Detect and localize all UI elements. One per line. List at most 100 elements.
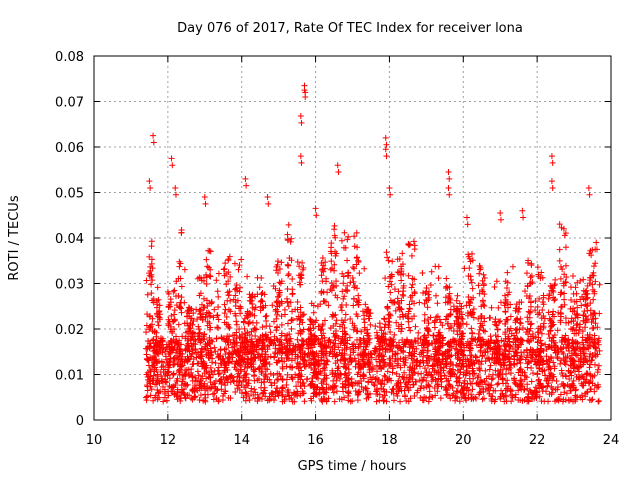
data-point: [354, 313, 361, 320]
data-point: [321, 265, 328, 272]
data-point: [284, 262, 291, 269]
data-point: [170, 361, 177, 368]
data-point: [242, 397, 249, 404]
data-point: [552, 296, 559, 303]
data-point: [574, 304, 581, 311]
data-point: [388, 338, 395, 345]
data-point: [536, 309, 543, 316]
data-point: [345, 375, 352, 382]
data-point: [282, 393, 289, 400]
data-point: [456, 310, 463, 317]
data-point: [345, 269, 352, 276]
data-point: [239, 331, 246, 338]
data-point: [388, 281, 395, 288]
data-point: [297, 349, 304, 356]
data-point: [194, 275, 201, 282]
data-point: [562, 332, 569, 339]
data-point: [587, 307, 594, 314]
data-point: [482, 349, 489, 356]
data-point: [187, 353, 194, 360]
data-point: [456, 398, 463, 405]
data-point: [365, 356, 372, 363]
y-tick-label: 0.03: [55, 278, 84, 293]
data-point: [165, 290, 172, 297]
data-point: [184, 342, 191, 349]
data-point: [329, 369, 336, 376]
data-point: [534, 338, 541, 345]
data-point: [573, 322, 580, 329]
data-point: [294, 392, 301, 399]
data-point: [454, 327, 461, 334]
data-point: [273, 267, 280, 274]
data-point: [555, 397, 562, 404]
data-point: [524, 385, 531, 392]
data-point: [559, 266, 566, 273]
data-point: [554, 354, 561, 361]
data-point: [341, 229, 348, 236]
data-point: [505, 354, 512, 361]
data-point: [557, 291, 564, 298]
data-point: [351, 284, 358, 291]
data-point: [436, 345, 443, 352]
data-point: [190, 329, 197, 336]
data-point: [494, 326, 501, 333]
data-point: [536, 393, 543, 400]
data-point: [211, 367, 218, 374]
data-point: [320, 289, 327, 296]
data-point: [374, 368, 381, 375]
data-point: [272, 342, 279, 349]
data-point: [505, 383, 512, 390]
data-point: [148, 260, 155, 267]
data-point: [479, 287, 486, 294]
data-point: [425, 362, 432, 369]
data-point: [591, 340, 598, 347]
data-point: [446, 295, 453, 302]
data-point: [172, 381, 179, 388]
data-point: [198, 349, 205, 356]
data-point: [434, 381, 441, 388]
data-point: [410, 381, 417, 388]
data-point: [387, 312, 394, 319]
x-tick-label: 24: [603, 433, 620, 448]
data-point: [495, 304, 502, 311]
data-point: [310, 302, 317, 309]
data-point: [185, 322, 192, 329]
data-point: [302, 93, 309, 100]
data-point: [466, 362, 473, 369]
data-point: [300, 311, 307, 318]
data-point: [425, 291, 432, 298]
data-point: [189, 347, 196, 354]
data-point: [421, 300, 428, 307]
data-point: [411, 392, 418, 399]
data-point: [538, 315, 545, 322]
data-point: [147, 366, 154, 373]
data-point: [278, 313, 285, 320]
data-point: [284, 299, 291, 306]
data-point: [274, 308, 281, 315]
data-point: [443, 361, 450, 368]
data-point: [179, 358, 186, 365]
data-point: [339, 380, 346, 387]
data-point: [583, 295, 590, 302]
data-point: [535, 329, 542, 336]
data-point: [163, 397, 170, 404]
data-point: [266, 376, 273, 383]
data-point: [343, 365, 350, 372]
data-point: [146, 326, 153, 333]
data-point: [326, 336, 333, 343]
data-point: [387, 191, 394, 198]
data-point: [184, 328, 191, 335]
data-point: [380, 398, 387, 405]
data-point: [576, 326, 583, 333]
data-point: [394, 392, 401, 399]
data-point: [201, 331, 208, 338]
data-point: [274, 311, 281, 318]
data-point: [515, 396, 522, 403]
data-point: [284, 231, 291, 238]
data-point: [481, 348, 488, 355]
data-point: [197, 339, 204, 346]
data-point: [214, 312, 221, 319]
data-point: [210, 314, 217, 321]
data-point: [305, 326, 312, 333]
data-point: [327, 384, 334, 391]
